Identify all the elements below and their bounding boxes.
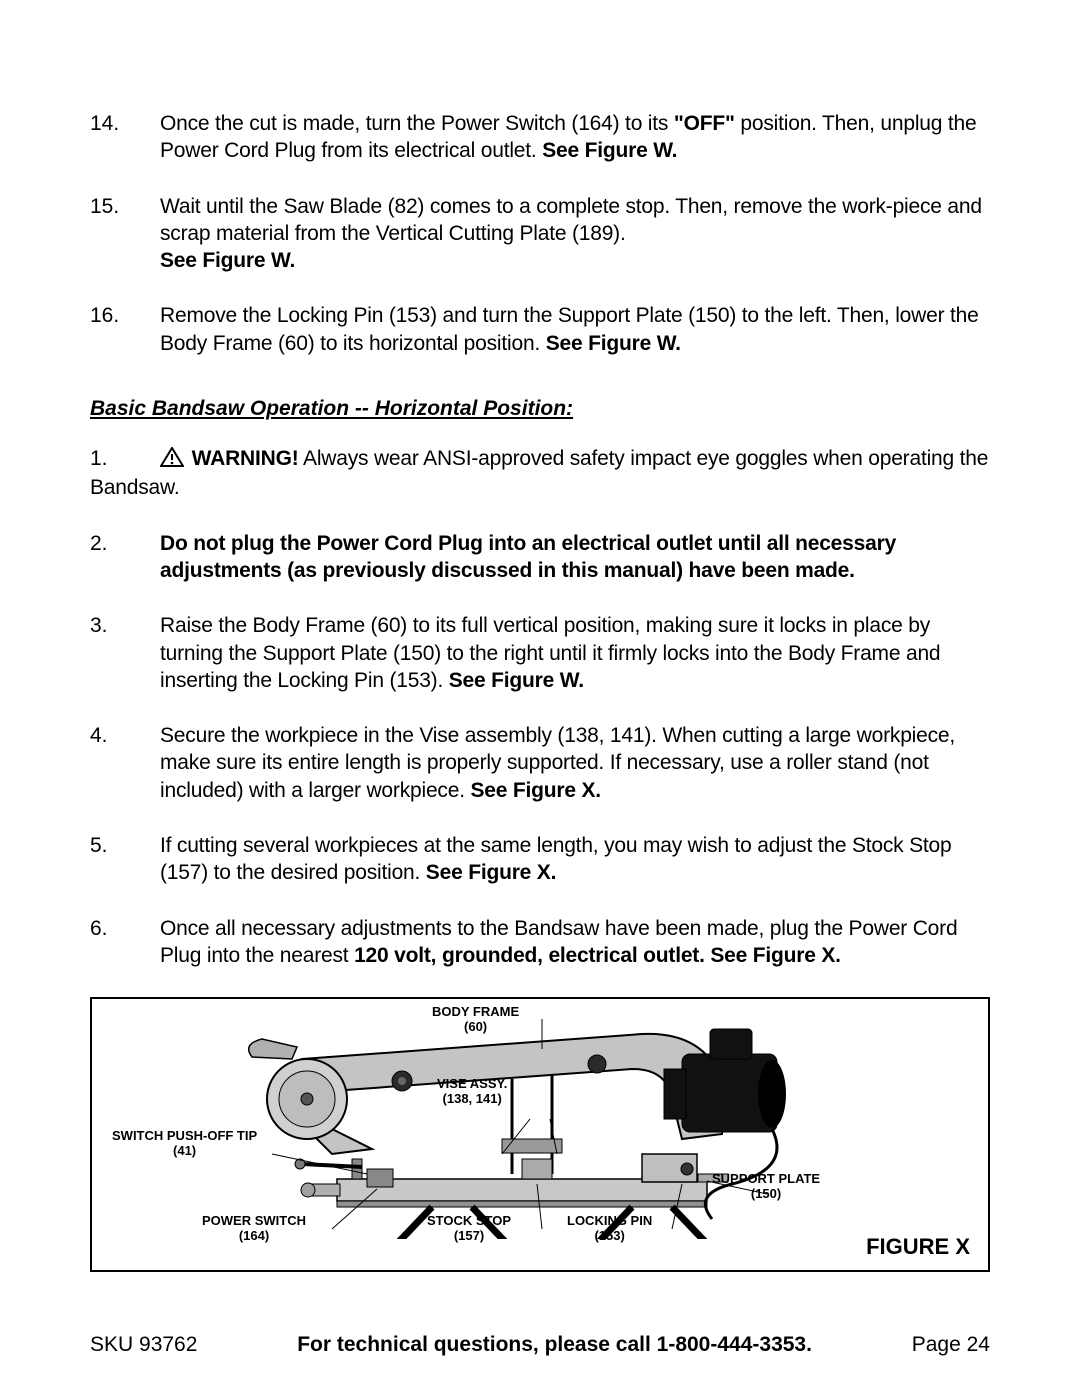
step-number: 4.	[90, 722, 160, 804]
step-number: 6.	[90, 915, 160, 970]
instruction-step: 1. WARNING! Always wear ANSI-approved sa…	[90, 445, 990, 502]
step-number: 14.	[90, 110, 160, 165]
step-text: Do not plug the Power Cord Plug into an …	[160, 530, 990, 585]
figure-callout: SWITCH PUSH-OFF TIP(41)	[112, 1129, 257, 1159]
footer-phone: For technical questions, please call 1-8…	[297, 1333, 812, 1357]
step-text: If cutting several workpieces at the sam…	[160, 832, 990, 887]
step-number: 2.	[90, 530, 160, 585]
step-text: Once all necessary adjustments to the Ba…	[160, 915, 990, 970]
figure-title: FIGURE X	[866, 1234, 970, 1260]
figure-callout: POWER SWITCH(164)	[202, 1214, 306, 1244]
step-number: 15.	[90, 193, 160, 275]
instruction-step: 14.Once the cut is made, turn the Power …	[90, 110, 990, 165]
steps-top: 14.Once the cut is made, turn the Power …	[90, 110, 990, 357]
footer-sku: SKU 93762	[90, 1333, 197, 1357]
warning-icon	[160, 447, 184, 474]
instruction-step: 3.Raise the Body Frame (60) to its full …	[90, 612, 990, 694]
step-text: WARNING! Always wear ANSI-approved safet…	[90, 445, 990, 502]
bandsaw-diagram	[212, 1019, 812, 1239]
step-number: 3.	[90, 612, 160, 694]
footer-page: Page 24	[912, 1333, 990, 1357]
figure-callout: BODY FRAME(60)	[432, 1005, 519, 1035]
figure-callout: STOCK STOP(157)	[427, 1214, 511, 1244]
figure-callout: VISE ASSY.(138, 141)	[437, 1077, 507, 1107]
steps-bottom: 1. WARNING! Always wear ANSI-approved sa…	[90, 445, 990, 969]
step-number: 16.	[90, 302, 160, 357]
figure-callout: LOCKING PIN(153)	[567, 1214, 652, 1244]
step-text: Secure the workpiece in the Vise assembl…	[160, 722, 990, 804]
step-text: Once the cut is made, turn the Power Swi…	[160, 110, 990, 165]
page-footer: SKU 93762 For technical questions, pleas…	[90, 1333, 990, 1357]
instruction-step: 2.Do not plug the Power Cord Plug into a…	[90, 530, 990, 585]
instruction-step: 5.If cutting several workpieces at the s…	[90, 832, 990, 887]
instruction-step: 16.Remove the Locking Pin (153) and turn…	[90, 302, 990, 357]
step-number: 5.	[90, 832, 160, 887]
step-text: Wait until the Saw Blade (82) comes to a…	[160, 193, 990, 275]
step-text: Raise the Body Frame (60) to its full ve…	[160, 612, 990, 694]
instruction-step: 15.Wait until the Saw Blade (82) comes t…	[90, 193, 990, 275]
step-number: 1.	[90, 445, 160, 472]
instruction-step: 6.Once all necessary adjustments to the …	[90, 915, 990, 970]
section-heading: Basic Bandsaw Operation -- Horizontal Po…	[90, 397, 990, 421]
step-text: Remove the Locking Pin (153) and turn th…	[160, 302, 990, 357]
figure-x-box: BODY FRAME(60) VISE ASSY.(138, 141) SWITCH…	[90, 997, 990, 1272]
manual-page: 14.Once the cut is made, turn the Power …	[0, 0, 1080, 1397]
instruction-step: 4.Secure the workpiece in the Vise assem…	[90, 722, 990, 804]
figure-callout: SUPPORT PLATE(150)	[712, 1172, 820, 1202]
